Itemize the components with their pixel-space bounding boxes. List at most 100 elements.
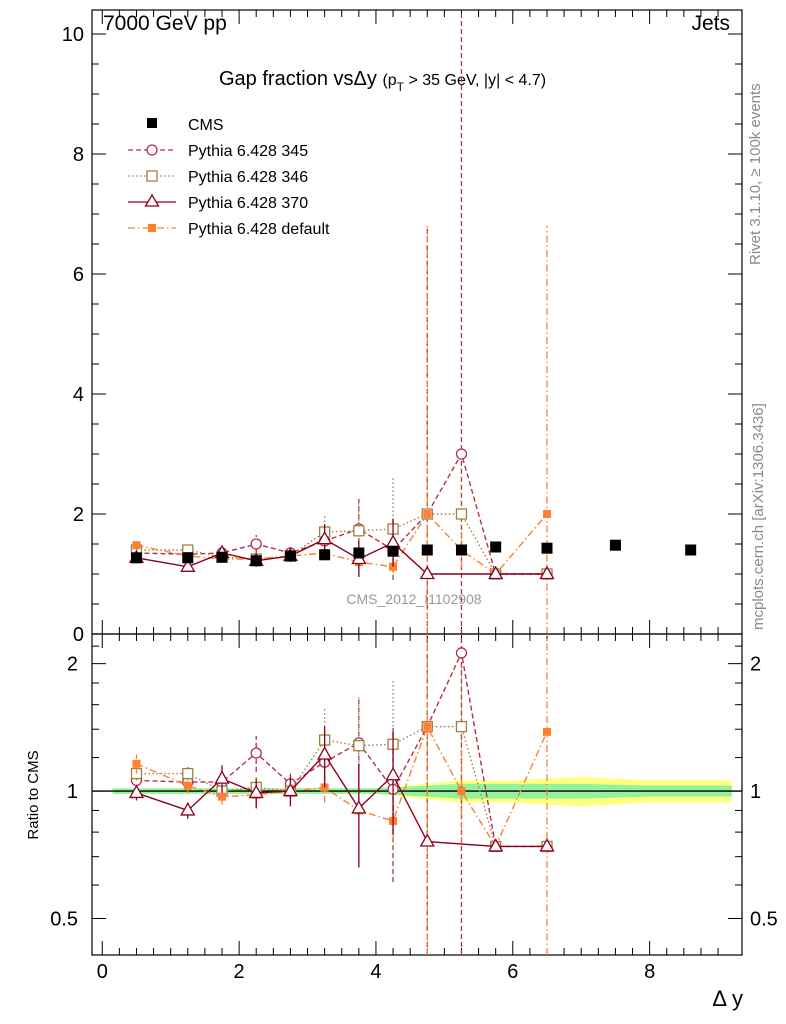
ratio-point-p370-6 — [351, 800, 367, 814]
main-point-p345-9 — [455, 448, 468, 460]
chart-title: Gap fraction vsΔy (pT > 35 GeV, |y| < 4.… — [219, 68, 546, 94]
main-point-cms-13 — [685, 544, 697, 556]
ratio-point-p370-3 — [248, 784, 264, 799]
main-ytick-label: 4 — [73, 384, 84, 406]
ratio-ytick-label-right: 1 — [750, 781, 761, 803]
legend-marker-pdef — [148, 224, 156, 232]
main-point-cms-5 — [319, 549, 331, 561]
ratio-line-p345 — [136, 650, 547, 848]
main-ytick-label: 6 — [73, 264, 84, 286]
main-point-cms-7 — [387, 545, 399, 557]
main-point-pdef-11 — [543, 510, 551, 518]
legend-label-pdef: Pythia 6.428 default — [188, 221, 330, 238]
main-point-cms-0 — [130, 552, 142, 564]
ratio-point-p370-8 — [419, 833, 435, 847]
title-p: (p — [382, 72, 396, 89]
legend-marker-p370 — [144, 193, 160, 207]
x-tick-label: 8 — [644, 961, 655, 983]
main-point-cms-10 — [490, 541, 502, 553]
ratio-point-p370-10 — [539, 838, 555, 852]
ratio-point-pdef-11 — [543, 727, 551, 736]
legend-label-p346: Pythia 6.428 346 — [188, 169, 308, 186]
ratio-point-pdef-8 — [423, 722, 432, 731]
legend-marker-p345 — [146, 144, 158, 156]
main-point-cms-4 — [284, 550, 296, 562]
main-ytick-label: 10 — [62, 24, 84, 46]
ratio-point-pdef-0 — [132, 759, 141, 768]
main-ytick-label: 8 — [73, 144, 84, 166]
x-tick-label: 2 — [234, 961, 245, 983]
rivet-label: Rivet 3.1.10, ≥ 100k events — [747, 83, 764, 265]
ratio-series-p370 — [128, 726, 555, 868]
main-point-cms-3 — [250, 555, 262, 567]
ratio-ytick-label-left: 0.5 — [50, 909, 78, 931]
header-right: Jets — [691, 12, 730, 35]
main-point-p346-9 — [455, 508, 468, 520]
main-point-cms-8 — [421, 544, 433, 556]
main-point-p370-10 — [539, 565, 555, 580]
ratio-point-p346-1 — [182, 767, 194, 780]
ratio-point-pdef-9 — [457, 787, 466, 796]
ratio-point-p370-0 — [128, 784, 145, 799]
ratio-point-p346-6 — [353, 740, 365, 752]
legend-label-cms: CMS — [188, 117, 224, 134]
ratio-frame — [91, 633, 743, 956]
main-point-p370-5 — [317, 530, 333, 545]
legend-marker-p346 — [146, 170, 158, 182]
ratio-point-p370-9 — [488, 838, 504, 852]
ratio-ytick-label-left: 2 — [67, 654, 78, 676]
main-point-p370-1 — [180, 558, 196, 572]
ratio-line-pdef — [136, 724, 548, 848]
ratio-ytick-label-right: 2 — [750, 654, 761, 676]
ratio-point-pdef-2 — [218, 792, 226, 801]
title-sub: T — [397, 80, 405, 94]
legend-entry-p370: Pythia 6.428 370 — [128, 193, 308, 212]
ratio-point-p345-9 — [455, 647, 468, 659]
ratio-point-pdef-1 — [183, 781, 192, 790]
x-axis-label: Δ y — [712, 986, 743, 1011]
main-point-cms-1 — [182, 552, 194, 564]
legend: CMS Pythia 6.428 345 Pythia 6.428 346 Py… — [128, 117, 330, 238]
header-left: 7000 GeV pp — [103, 12, 227, 35]
main-ytick-label: 2 — [73, 504, 84, 526]
title-rest: > 35 GeV, |y| < 4.7) — [404, 72, 546, 89]
ratio-point-p370-7 — [385, 766, 401, 781]
main-point-p346-6 — [353, 525, 365, 537]
main-point-pdef-8 — [423, 510, 432, 518]
ratio-point-p370-2 — [214, 770, 230, 784]
main-point-p370-9 — [488, 565, 504, 580]
ratio-point-p346-9 — [455, 720, 468, 733]
ratio-point-p370-4 — [282, 782, 299, 797]
ratio-ytick-label-left: 1 — [67, 781, 78, 803]
x-tick-label: 4 — [370, 961, 381, 983]
legend-marker-cms — [147, 118, 157, 128]
ratio-line-p346 — [136, 725, 547, 848]
main-ytick-label: 0 — [73, 624, 84, 646]
legend-entry-pdef: Pythia 6.428 default — [128, 221, 330, 238]
main-point-cms-6 — [353, 547, 365, 559]
main-point-pdef-0 — [132, 541, 141, 550]
main-point-p345-3 — [250, 538, 262, 550]
main-point-cms-11 — [541, 542, 553, 554]
ratio-ytick-label-right: 0.5 — [750, 909, 778, 931]
main-point-p370-8 — [419, 565, 435, 580]
legend-entry-p346: Pythia 6.428 346 — [128, 169, 308, 186]
legend-entry-p345: Pythia 6.428 345 — [128, 143, 308, 160]
main-point-cms-2 — [216, 551, 228, 563]
mcplots-label: mcplots.cern.ch [arXiv:1306.3436] — [750, 403, 767, 630]
main-point-cms-9 — [455, 544, 467, 556]
main-series-cms — [130, 539, 697, 567]
ratio-panel: 0.5 0.5 1 1 2 2 0 2 4 6 8 — [50, 633, 778, 983]
ratio-y-label: Ratio to CMS — [25, 750, 42, 839]
legend-label-p345: Pythia 6.428 345 — [188, 143, 308, 160]
title-main: Gap fraction vsΔy — [219, 68, 377, 90]
x-tick-label: 0 — [97, 961, 108, 983]
ratio-point-p370-5 — [317, 746, 333, 760]
legend-entry-cms: CMS — [147, 117, 224, 134]
main-line-p345 — [136, 452, 547, 575]
ratio-point-p370-1 — [180, 802, 196, 816]
legend-label-p370: Pythia 6.428 370 — [188, 195, 308, 212]
ratio-point-p345-3 — [250, 747, 262, 759]
main-line-pdef — [136, 512, 548, 575]
